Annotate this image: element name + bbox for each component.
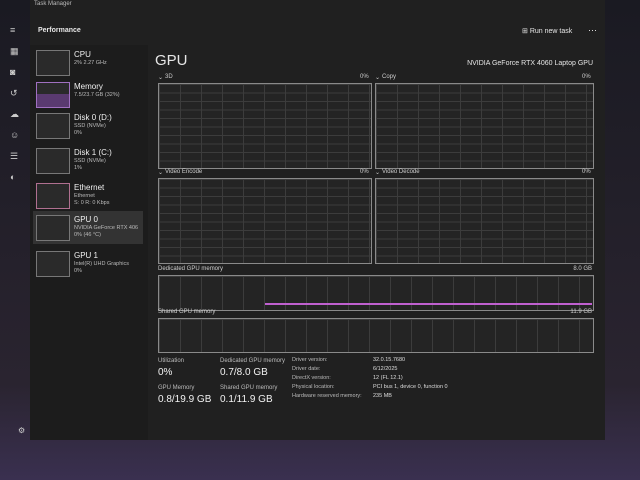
graph-label: 3D [165,74,173,80]
graph-label: ⌄ [158,170,164,176]
item-name[interactable]: Ethernet [74,183,105,192]
detail-value: PCI bus 1, device 0, function 0 [373,384,448,390]
graph-label: ⌄ [375,75,381,81]
item-line1[interactable]: Ethernet [74,193,95,199]
thumbnail[interactable] [36,148,70,174]
item-line2[interactable]: 0% (46 °C) [74,232,101,238]
stat-value: 0.8/19.9 GB [158,394,212,405]
item-name[interactable]: GPU 0 [74,215,99,224]
gpu-device: NVIDIA GeForce RTX 4060 Laptop GPU [467,60,593,67]
item-line1[interactable]: 7.5/23.7 GB (32%) [74,92,120,98]
item-line1[interactable]: NVIDIA GeForce RTX 406 [74,225,139,231]
item-name[interactable]: Disk 1 (C:) [74,148,112,157]
memory-value: 8.0 GB [573,266,592,272]
graph-value: 0% [582,74,591,80]
item-line1[interactable]: Intel(R) UHD Graphics [74,261,130,267]
graph-value: 0% [582,169,591,175]
item-name[interactable]: CPU [74,50,91,59]
detail-label: Physical location: [292,384,335,390]
memory-graph [158,318,594,353]
item-line1[interactable]: SSD (NVMe) [74,158,106,164]
detail-label: Driver date: [292,366,321,372]
graph-label: ⌄ [375,170,381,176]
item-name[interactable]: Memory [74,82,103,91]
thumbnail[interactable] [36,50,70,76]
item-line2[interactable]: 1% [74,165,82,171]
stat-label: GPU Memory [158,385,195,391]
item-name[interactable]: Disk 0 (D:) [74,113,112,122]
item-line2[interactable]: 0% [74,130,82,136]
run-task-button[interactable]: ⊞ Run new task [522,28,573,35]
stat-label: Shared GPU memory [220,385,278,391]
run-task-label[interactable]: Run new task [529,28,573,35]
graph [375,178,594,264]
thumbnail[interactable] [36,183,70,209]
detail-value: 12 (FL 12.1) [373,375,403,381]
graph [158,83,372,169]
detail-label: Hardware reserved memory: [292,393,362,399]
graph-label: ⌄ [158,75,164,81]
stat-value: 0.1/11.9 GB [220,394,273,405]
item-line2[interactable]: S: 0 R: 0 Kbps [74,200,110,206]
detail-value: 6/12/2025 [373,366,398,372]
memory-graph [158,275,594,311]
item-line2[interactable]: 0% [74,268,82,274]
thumbnail[interactable] [36,82,70,108]
settings-icon[interactable]: ⚙ [18,426,26,435]
detail-label: DirectX version: [292,375,331,381]
section-title: Performance [38,27,81,34]
graph-value: 0% [360,74,369,80]
memory-label: Shared GPU memory [158,309,216,315]
usage-line [265,303,592,305]
graph-label: Video Decode [382,169,420,175]
window-title: Task Manager [34,1,72,7]
memory-label: Dedicated GPU memory [158,266,224,272]
detail-value: 235 MB [373,393,392,399]
stat-value: 0% [158,367,173,378]
thumbnail[interactable] [36,215,70,241]
detail-value: 32.0.15.7680 [373,357,406,363]
more-button[interactable]: ⋯ [588,25,597,35]
gpu-title: GPU [155,52,188,69]
stat-value: 0.7/8.0 GB [220,367,268,378]
item-line1[interactable]: 2% 2.27 GHz [74,60,107,66]
item-name[interactable]: GPU 1 [74,251,99,260]
thumbnail[interactable] [36,251,70,277]
item-line1[interactable]: SSD (NVMe) [74,123,106,129]
graph-value: 0% [360,169,369,175]
memory-value: 11.9 GB [570,309,592,315]
nav-icons[interactable]: ≡ ▦ ◙ ↺ ☁ ☺ ☰ ◐ [10,25,20,182]
graph-label: Video Encode [165,169,203,175]
graph-label: Copy [382,74,397,80]
graph [375,83,594,169]
graph [158,178,372,264]
detail-label: Driver version: [292,357,328,363]
stat-label: Dedicated GPU memory [220,358,286,364]
thumbnail[interactable] [36,113,70,139]
stat-label: Utilization [158,358,185,364]
